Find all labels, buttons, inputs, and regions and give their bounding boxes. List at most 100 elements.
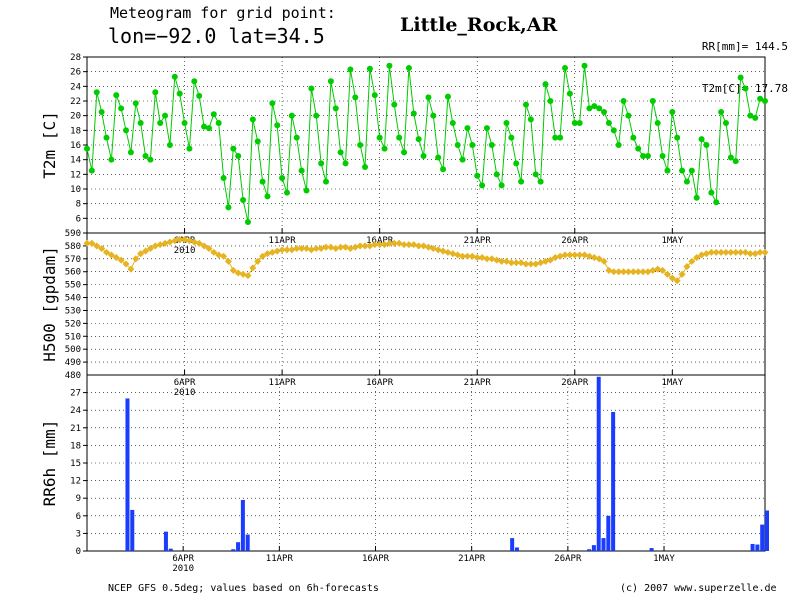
data-point — [337, 149, 344, 156]
precip-bar — [236, 542, 241, 551]
data-point — [391, 101, 398, 108]
data-point — [229, 266, 237, 274]
data-point — [737, 74, 744, 81]
data-point — [171, 73, 178, 80]
data-point — [683, 178, 690, 185]
x-tick-label: 21APR — [458, 554, 486, 564]
x-tick-label: 26APR — [554, 554, 582, 564]
data-point — [313, 112, 320, 119]
data-point — [537, 259, 545, 267]
data-point — [674, 134, 681, 141]
precip-bar — [765, 510, 770, 551]
data-point — [688, 257, 696, 265]
data-point — [586, 105, 593, 112]
data-point — [630, 134, 637, 141]
data-point — [463, 252, 471, 260]
y-tick-label: 27 — [70, 389, 81, 399]
x-tick-label: 11APR — [269, 378, 297, 388]
data-point — [307, 246, 315, 254]
data-point — [508, 134, 515, 141]
data-point — [268, 248, 276, 256]
y-tick-label: 540 — [65, 294, 81, 304]
x-tick-label: 6APR — [174, 378, 196, 388]
data-point — [581, 62, 588, 69]
data-point — [162, 112, 169, 119]
data-point — [390, 239, 398, 247]
data-point — [561, 251, 569, 259]
data-point — [283, 246, 291, 254]
data-point — [93, 89, 100, 96]
data-point — [415, 136, 422, 143]
data-point — [352, 94, 359, 101]
precip-bar — [240, 499, 245, 551]
data-point — [518, 178, 525, 185]
data-point — [430, 112, 437, 119]
data-point — [185, 237, 193, 245]
data-point — [200, 242, 208, 250]
data-point — [161, 239, 169, 247]
data-point — [532, 171, 539, 178]
precip-bar — [163, 531, 168, 551]
precip-bar — [591, 545, 596, 551]
data-point — [84, 145, 90, 152]
data-point — [293, 244, 301, 253]
data-point — [195, 239, 203, 247]
precip-bar — [587, 549, 592, 551]
data-point — [381, 241, 389, 249]
data-point — [741, 248, 750, 256]
data-point — [654, 265, 662, 273]
data-point — [137, 250, 145, 258]
data-point — [410, 110, 417, 117]
data-point — [356, 242, 364, 250]
data-point — [513, 160, 520, 167]
data-point — [361, 242, 369, 250]
data-point — [244, 219, 251, 225]
precip-bar — [760, 524, 765, 551]
data-point — [615, 268, 623, 276]
data-point — [562, 65, 569, 71]
data-point — [517, 259, 525, 267]
data-point — [434, 246, 442, 254]
data-point — [605, 120, 612, 126]
y-tick-label: 580 — [65, 242, 81, 252]
data-point — [669, 109, 676, 115]
data-point — [235, 153, 242, 159]
data-point — [332, 244, 340, 253]
data-point — [88, 167, 95, 174]
y-tick-label: 22 — [70, 97, 81, 107]
data-point — [254, 138, 261, 145]
data-point — [264, 193, 271, 200]
data-point — [702, 250, 711, 258]
data-point — [644, 268, 652, 276]
data-point — [439, 247, 447, 255]
data-point — [688, 167, 695, 174]
x-tick-label: 26APR — [561, 378, 589, 388]
data-point — [93, 242, 101, 250]
data-point — [220, 175, 227, 181]
data-point — [122, 260, 130, 268]
precip-bar — [168, 548, 173, 551]
data-point — [522, 260, 530, 268]
y-tick-label: 590 — [65, 229, 81, 239]
data-point — [459, 156, 466, 163]
x-tick-label: 1MAY — [661, 378, 683, 388]
data-point — [190, 238, 198, 246]
y-tick-label: 6 — [76, 512, 81, 522]
x-tick-year: 2010 — [174, 388, 196, 398]
precip-bar — [606, 515, 611, 551]
precip-bar — [750, 543, 755, 551]
y-tick-label: 9 — [76, 494, 81, 504]
data-point — [751, 250, 759, 258]
data-point — [230, 145, 237, 152]
chart-title-coordinates: lon=−92.0 lat=34.5 — [108, 24, 325, 48]
y-axis-label: T2m [C] — [40, 111, 59, 178]
data-point — [327, 78, 334, 85]
location-name: Little_Rock,AR — [400, 14, 558, 36]
data-point — [215, 120, 222, 126]
data-point — [254, 257, 262, 265]
data-point — [288, 246, 296, 254]
precip-bar — [125, 398, 130, 551]
data-point — [410, 241, 418, 249]
data-point — [468, 252, 476, 260]
data-point — [288, 112, 295, 119]
